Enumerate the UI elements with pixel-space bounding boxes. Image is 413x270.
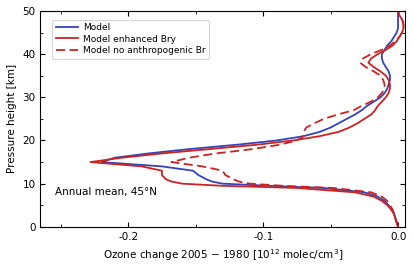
Model enhanced Bry <box>372 109 377 112</box>
Model enhanced Bry <box>378 100 383 103</box>
Model no anthropogenic Br <box>249 147 254 151</box>
Model no anthropogenic Br <box>358 104 363 107</box>
Model <box>385 83 390 86</box>
Model enhanced Bry <box>375 104 380 107</box>
Model <box>364 104 369 107</box>
Model no anthropogenic Br <box>368 100 373 103</box>
Model no anthropogenic Br <box>395 225 400 228</box>
Model no anthropogenic Br <box>395 9 400 13</box>
Model <box>370 100 375 103</box>
Model no anthropogenic Br <box>381 83 386 86</box>
Model enhanced Bry <box>387 83 392 86</box>
Model <box>395 225 400 228</box>
Model no anthropogenic Br <box>350 109 355 112</box>
Text: Annual mean, 45°N: Annual mean, 45°N <box>55 187 157 197</box>
Model enhanced Bry <box>395 9 400 13</box>
Line: Model enhanced Bry: Model enhanced Bry <box>90 11 403 227</box>
Line: Model: Model <box>101 11 397 227</box>
Model enhanced Bry <box>294 186 299 190</box>
Model <box>358 109 363 112</box>
Y-axis label: Pressure height [km]: Pressure height [km] <box>7 64 17 173</box>
Line: Model no anthropogenic Br: Model no anthropogenic Br <box>171 11 403 227</box>
Model <box>320 186 325 190</box>
Model enhanced Bry <box>395 225 400 228</box>
Model <box>395 9 400 13</box>
Model no anthropogenic Br <box>330 186 335 190</box>
X-axis label: Ozone change 2005 $-$ 1980 [10$^{12}$ molec/cm$^3$]: Ozone change 2005 $-$ 1980 [10$^{12}$ mo… <box>102 247 342 263</box>
Model enhanced Bry <box>206 147 211 151</box>
Model <box>186 147 191 151</box>
Legend: Model, Model enhanced Bry, Model no anthropogenic Br: Model, Model enhanced Bry, Model no anth… <box>52 20 209 59</box>
